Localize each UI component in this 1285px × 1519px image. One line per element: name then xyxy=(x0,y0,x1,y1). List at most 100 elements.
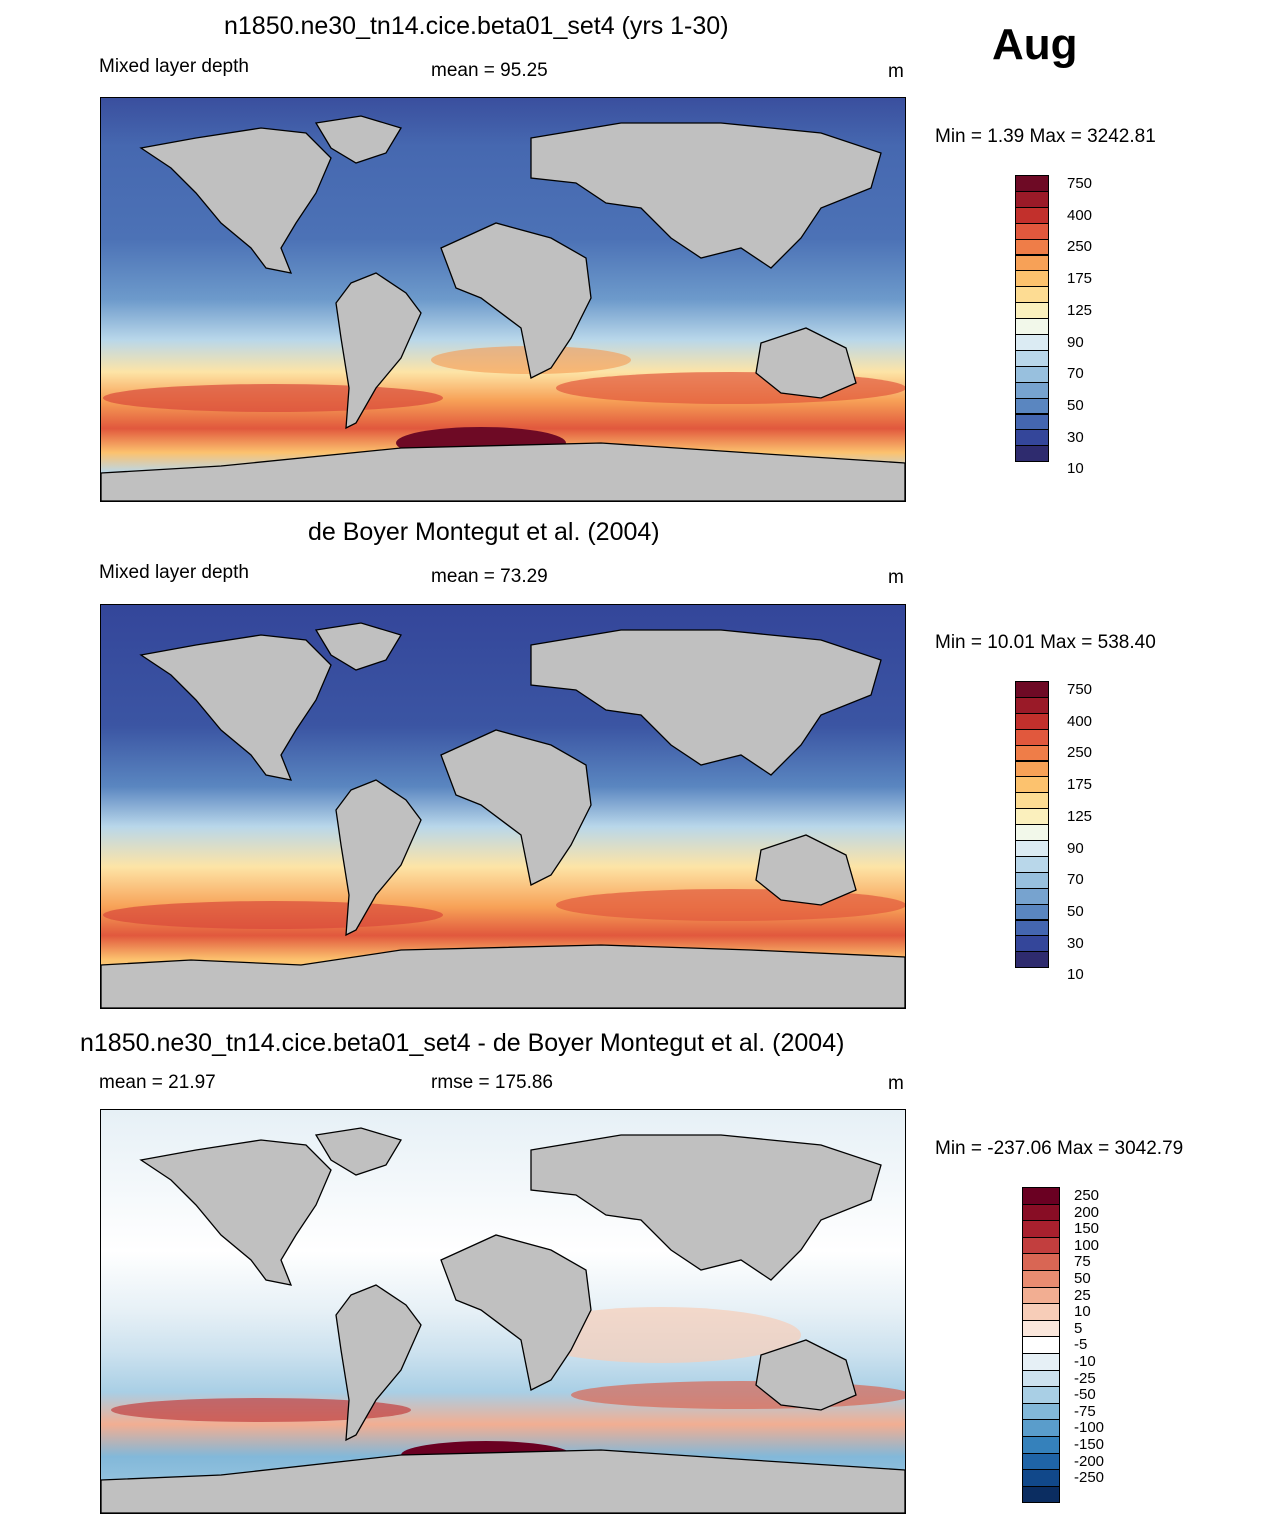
colorbar-swatch xyxy=(1022,1485,1060,1504)
colorbar-swatch xyxy=(1022,1452,1060,1471)
colorbar-swatch xyxy=(1022,1386,1060,1404)
colorbar-swatch xyxy=(1015,840,1049,857)
colorbar-label: 400 xyxy=(1067,712,1093,730)
colorbar-label: 10 xyxy=(1067,966,1084,984)
panel-3-rmse: rmse = 175.86 xyxy=(431,1072,553,1093)
panel-3-map-svg xyxy=(101,1110,905,1513)
colorbar-label: -5 xyxy=(1074,1336,1088,1354)
panel-1-map xyxy=(100,97,906,502)
colorbar-swatch xyxy=(1015,270,1049,288)
colorbar-swatch xyxy=(1015,681,1049,698)
colorbar-label: 75 xyxy=(1074,1253,1091,1271)
colorbar-swatch xyxy=(1022,1303,1060,1321)
panel-2-map xyxy=(100,604,906,1009)
colorbar-label: 250 xyxy=(1074,1187,1100,1204)
panel-1-title: n1850.ne30_tn14.cice.beta01_set4 (yrs 1-… xyxy=(224,12,729,40)
colorbar-swatch xyxy=(1022,1236,1060,1255)
colorbar-label: 10 xyxy=(1067,460,1084,478)
colorbar-swatch xyxy=(1015,776,1049,794)
panel-3-mean: mean = 21.97 xyxy=(99,1072,216,1093)
colorbar-swatch xyxy=(1015,222,1049,240)
colorbar-swatch xyxy=(1015,381,1049,399)
colorbar-label: 70 xyxy=(1067,365,1084,383)
southern-band-east xyxy=(556,889,905,921)
panel-3-map xyxy=(100,1109,906,1514)
panel-2-mean: mean = 73.29 xyxy=(431,566,548,587)
colorbar-label: -100 xyxy=(1074,1419,1105,1437)
colorbar-swatch xyxy=(1015,903,1049,921)
colorbar-label: 5 xyxy=(1074,1319,1083,1337)
colorbar-swatch xyxy=(1015,871,1049,889)
colorbar-swatch xyxy=(1015,238,1049,256)
colorbar-swatch xyxy=(1015,919,1049,937)
colorbar-swatch xyxy=(1015,429,1049,447)
colorbar-swatch xyxy=(1015,744,1049,762)
colorbar-swatch xyxy=(1015,206,1049,224)
colorbar-label: 10 xyxy=(1074,1303,1091,1321)
panel-1-mean: mean = 95.25 xyxy=(431,60,548,81)
colorbar-label: -25 xyxy=(1074,1369,1096,1387)
colorbar-swatch xyxy=(1015,334,1049,351)
colorbar-swatch xyxy=(1015,887,1049,905)
colorbar-swatch xyxy=(1015,792,1049,810)
colorbar-label: -200 xyxy=(1074,1452,1105,1470)
colorbar-label: 750 xyxy=(1067,681,1093,698)
colorbar-label: 250 xyxy=(1067,238,1093,256)
colorbar-label: 100 xyxy=(1074,1236,1100,1254)
continents xyxy=(101,1127,905,1513)
colorbar-swatch xyxy=(1015,824,1049,841)
colorbar-label: -150 xyxy=(1074,1436,1105,1453)
colorbar-label: 50 xyxy=(1067,396,1084,414)
colorbar-swatch xyxy=(1022,1203,1060,1222)
colorbar-label: -10 xyxy=(1074,1353,1096,1370)
panel-2-left-label: Mixed layer depth xyxy=(99,562,249,583)
colorbar-swatch xyxy=(1015,397,1049,415)
colorbar-swatch xyxy=(1022,1270,1060,1288)
colorbar-label: 50 xyxy=(1074,1270,1091,1287)
colorbar-label: 90 xyxy=(1067,839,1084,857)
continents xyxy=(101,622,905,1008)
colorbar-label: 90 xyxy=(1067,333,1084,351)
colorbar-label: 50 xyxy=(1067,902,1084,920)
colorbar-label: 150 xyxy=(1074,1220,1100,1238)
colorbar-swatch xyxy=(1022,1286,1060,1305)
colorbar-swatch xyxy=(1015,855,1049,873)
colorbar-swatch xyxy=(1015,286,1049,304)
colorbar-swatch xyxy=(1015,935,1049,953)
colorbar-label: 200 xyxy=(1074,1203,1100,1221)
panel-2-minmax: Min = 10.01 Max = 538.40 xyxy=(935,632,1156,653)
colorbar-swatch xyxy=(1015,318,1049,335)
colorbar-label: 250 xyxy=(1067,744,1093,762)
colorbar-swatch xyxy=(1015,728,1049,746)
panel-2-map-svg xyxy=(101,605,905,1008)
panel-1-map-svg xyxy=(101,98,905,501)
colorbar-swatch xyxy=(1015,190,1049,208)
colorbar-swatch xyxy=(1015,696,1049,714)
colorbar-swatch xyxy=(1015,365,1049,383)
colorbar-label: 30 xyxy=(1067,934,1084,952)
southern-band-west xyxy=(111,1398,411,1422)
colorbar-swatch xyxy=(1022,1253,1060,1271)
panel-1-units: m xyxy=(888,61,904,82)
colorbar-swatch xyxy=(1015,951,1049,969)
colorbar-label: 30 xyxy=(1067,428,1084,446)
colorbar-swatch xyxy=(1022,1336,1060,1354)
continents xyxy=(101,115,905,501)
colorbar-label: -75 xyxy=(1074,1402,1096,1420)
colorbar-swatch xyxy=(1022,1469,1060,1487)
colorbar-swatch xyxy=(1022,1319,1060,1338)
colorbar-label: 750 xyxy=(1067,175,1093,192)
colorbar-label: 125 xyxy=(1067,807,1093,825)
colorbar-swatch xyxy=(1015,445,1049,463)
month-label: Aug xyxy=(992,20,1078,69)
colorbar-swatch xyxy=(1022,1419,1060,1437)
colorbar-label: 400 xyxy=(1067,206,1093,224)
panel-3-minmax: Min = -237.06 Max = 3042.79 xyxy=(935,1138,1184,1159)
colorbar-label: -50 xyxy=(1074,1386,1096,1404)
colorbar-swatch xyxy=(1015,808,1049,826)
panel-1-minmax: Min = 1.39 Max = 3242.81 xyxy=(935,126,1156,147)
panel-2-units: m xyxy=(888,567,904,588)
colorbar-swatch xyxy=(1022,1353,1060,1371)
colorbar-swatch xyxy=(1015,349,1049,367)
colorbar-swatch xyxy=(1015,175,1049,192)
